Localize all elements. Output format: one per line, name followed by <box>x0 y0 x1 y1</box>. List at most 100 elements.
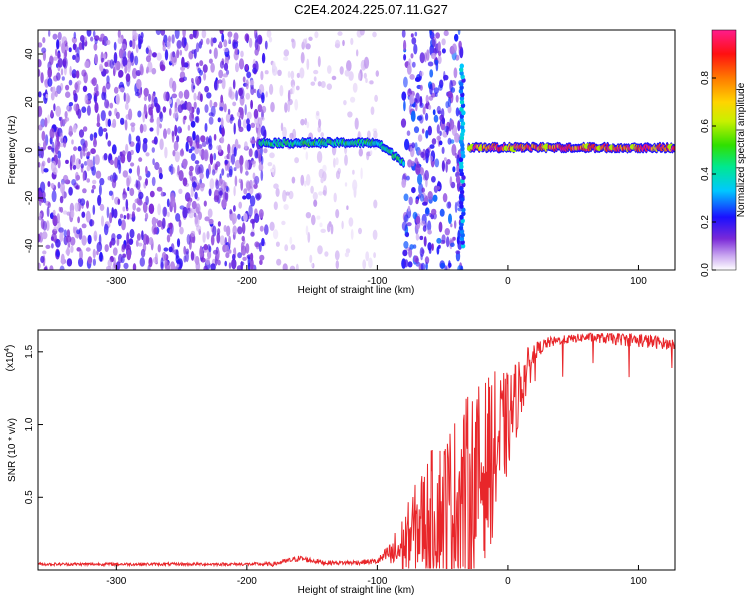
spectrogram-noise-cell <box>110 174 113 182</box>
spectrogram-noise-cell <box>257 133 261 138</box>
spectrogram-noise-cell <box>444 265 448 270</box>
spectrogram-noise-cell <box>138 175 142 181</box>
spectrogram-noise-cell <box>47 114 50 124</box>
spectrogram-noise-cell <box>162 44 166 52</box>
y-tick-label: 1.0 <box>24 417 35 431</box>
x-tick-label: -100 <box>367 576 387 587</box>
spectrogram-noise-cell <box>192 130 196 141</box>
spectrogram-noise-cell <box>93 43 98 51</box>
spectrogram-noise-cell <box>237 252 243 259</box>
spectrogram-noise-cell <box>195 42 200 53</box>
spectrogram-noise-cell <box>356 49 359 57</box>
spectrogram-noise-cell <box>149 127 154 132</box>
spectrogram-noise-cell <box>228 249 232 254</box>
spectrogram-noise-cell <box>373 252 376 259</box>
spectrogram-noise-cell <box>84 94 89 105</box>
spectrogram-noise-cell <box>130 122 136 127</box>
spectrogram-noise-cell <box>132 202 136 211</box>
spectrogram-noise-cell <box>437 84 443 91</box>
spectrogram-noise-cell <box>102 53 107 60</box>
spectrogram-noise-cell <box>214 163 218 171</box>
spectrogram-noise-cell <box>147 61 153 73</box>
spectrogram-noise-cell <box>124 65 128 74</box>
spectrogram-noise-cell <box>223 225 227 232</box>
spectrogram-noise-cell <box>234 175 238 187</box>
spectrogram-noise-cell <box>312 192 318 201</box>
spectrogram-noise-cell <box>240 179 244 191</box>
spectrogram-noise-cell <box>122 56 128 67</box>
spectrogram-noise-cell <box>429 30 432 36</box>
spectrogram-noise-cell <box>255 32 258 43</box>
spectrogram-noise-cell <box>267 162 273 167</box>
spectrogram-noise-cell <box>205 136 209 145</box>
spectrogram-noise-cell <box>82 150 86 157</box>
spectrogram-noise-cell <box>432 109 436 116</box>
spectrogram-noise-cell <box>245 63 249 71</box>
spectrogram-noise-cell <box>56 213 60 224</box>
spectrogram-noise-cell <box>226 173 230 178</box>
spectrogram-noise-cell <box>174 124 178 137</box>
spectrogram-noise-cell <box>182 206 188 219</box>
spectrogram-noise-cell <box>320 177 324 184</box>
spectrogram-noise-cell <box>284 102 288 113</box>
spectrogram-noise-cell <box>86 165 91 172</box>
spectrogram-noise-cell <box>42 37 46 44</box>
spectrogram-noise-cell <box>317 56 321 68</box>
spectrogram-noise-cell <box>443 30 449 37</box>
spectrogram-noise-cell <box>50 109 54 118</box>
spectrogram-noise-cell <box>211 169 216 176</box>
spectrogram-noise-cell <box>125 143 129 154</box>
spectrogram-noise-cell <box>420 151 425 158</box>
spectrogram-noise-cell <box>51 190 57 203</box>
spectrogram-noise-cell <box>93 138 97 148</box>
spectrogram-noise-cell <box>341 220 344 230</box>
spectrogram-noise-cell <box>273 201 278 210</box>
spectrogram-noise-cell <box>420 262 426 270</box>
spectrogram-noise-cell <box>431 243 434 251</box>
spectrogram-noise-cell <box>131 38 136 50</box>
spectrogram-noise-cell <box>136 165 140 177</box>
spectrogram-noise-cell <box>350 96 356 103</box>
spectrogram-noise-cell <box>195 203 201 215</box>
spectrogram-noise-cell <box>210 263 216 270</box>
spectrogram-noise-cell <box>194 255 200 266</box>
spectrogram-noise-cell <box>318 191 323 196</box>
spectrogram-noise-cell <box>178 188 183 194</box>
spectrogram-noise-cell <box>316 215 321 220</box>
spectrogram-noise-cell <box>438 221 443 233</box>
spectrogram-noise-cell <box>55 238 61 248</box>
spectrogram-noise-cell <box>179 149 185 157</box>
spectrogram-noise-cell <box>421 249 425 255</box>
spectrogram-noise-cell <box>92 30 96 38</box>
spectrogram-noise-cell <box>43 140 47 151</box>
spectrogram-noise-cell <box>281 220 286 226</box>
spectrogram-noise-cell <box>93 230 98 242</box>
spectrogram-noise-cell <box>413 43 418 55</box>
spectrogram-noise-cell <box>350 37 354 46</box>
spectrogram-noise-cell <box>179 226 184 235</box>
spectrogram-noise-cell <box>199 172 204 180</box>
spectrogram-noise-cell <box>339 66 344 75</box>
spectrogram-noise-cell <box>401 221 408 231</box>
spectrogram-noise-cell <box>188 170 193 177</box>
spectrogram-noise-cell <box>55 48 58 57</box>
spectrogram-noise-cell <box>193 48 197 59</box>
spectrogram-noise-cell <box>437 55 442 65</box>
spectrogram-noise-cell <box>194 215 199 225</box>
spectrogram-noise-cell <box>427 220 432 233</box>
spectrogram-noise-cell <box>221 77 226 90</box>
spectrogram-noise-cell <box>227 108 231 115</box>
spectrogram-noise-cell <box>40 181 46 193</box>
spectrogram-noise-cell <box>439 130 442 136</box>
spectrogram-noise-cell <box>190 153 196 162</box>
spectrogram-noise-cell <box>95 83 99 93</box>
spectrogram-noise-cell <box>56 39 60 50</box>
spectrogram-noise-cell <box>145 195 149 206</box>
spectrogram-noise-cell <box>295 85 300 91</box>
spectrogram-noise-cell <box>178 219 182 228</box>
spectrogram-noise-cell <box>450 223 453 228</box>
spectrogram-noise-cell <box>191 81 195 93</box>
spectrogram-noise-cell <box>182 76 187 82</box>
spectrogram-noise-cell <box>218 144 222 153</box>
